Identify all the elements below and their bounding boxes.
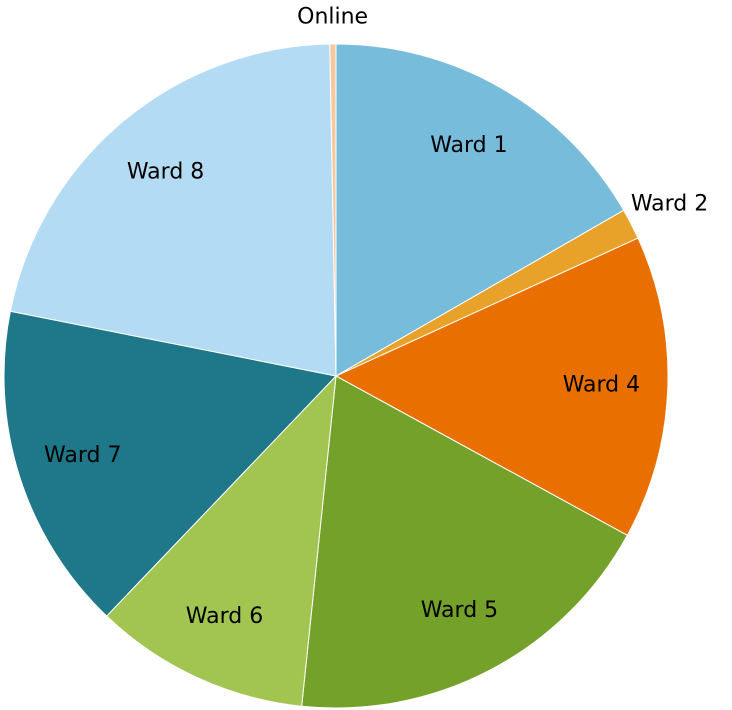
slice-label: Ward 8 bbox=[127, 159, 204, 184]
pie-slice bbox=[329, 43, 337, 377]
slice-label: Ward 2 bbox=[631, 191, 708, 216]
slice-label: Ward 5 bbox=[421, 598, 498, 623]
pie-slice bbox=[3, 310, 337, 617]
slice-label: Ward 7 bbox=[44, 443, 121, 468]
pie-slice bbox=[301, 375, 628, 709]
pie-slice bbox=[335, 43, 625, 377]
slice-label: Ward 1 bbox=[430, 133, 507, 158]
slice-label: Ward 6 bbox=[186, 604, 263, 629]
slice-label: Ward 4 bbox=[563, 373, 640, 398]
pie-slice bbox=[334, 237, 669, 537]
slice-label: Online bbox=[297, 4, 368, 29]
pie-slice bbox=[105, 374, 337, 707]
pie-slice bbox=[9, 43, 337, 377]
